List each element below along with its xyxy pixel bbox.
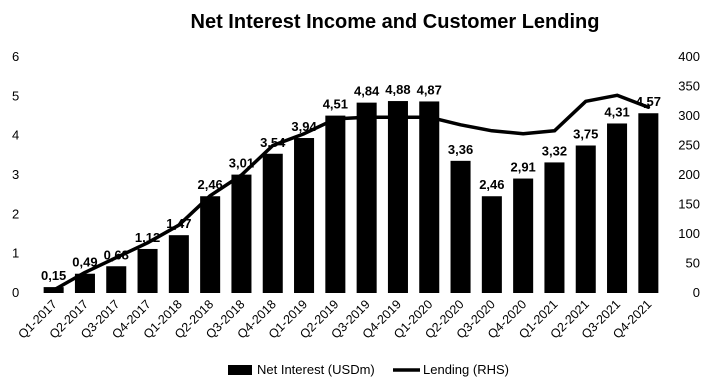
bar-data-label: 0,15 — [41, 268, 66, 283]
bar — [481, 196, 502, 293]
bar-data-label: 4,84 — [354, 84, 380, 99]
legend-line-label: Lending (RHS) — [423, 362, 509, 377]
bar — [513, 178, 534, 293]
legend-bar-label: Net Interest (USDm) — [257, 362, 375, 377]
bar — [450, 160, 471, 293]
bar — [607, 123, 628, 294]
bar-data-label: 2,46 — [479, 177, 504, 192]
bar-data-label: 3,75 — [573, 127, 598, 142]
chart-title: Net Interest Income and Customer Lending — [191, 11, 600, 33]
bar — [74, 273, 95, 293]
bar-data-label: 3,36 — [448, 142, 473, 157]
bar-data-label: 3,32 — [542, 143, 567, 158]
bar — [137, 248, 158, 293]
line-series — [51, 93, 651, 292]
bar-data-label: 2,46 — [197, 177, 222, 192]
bar — [544, 162, 565, 293]
right-axis: 0 50 100 150 200 250 300 350 400 — [678, 49, 700, 300]
bar-data-label: 3,54 — [260, 135, 286, 150]
bar-data-labels: 0,150,49 0,681,121,472,463,013,543,944,51… — [41, 82, 661, 283]
left-tick-label: 2 — [12, 206, 19, 221]
bar — [262, 153, 283, 293]
left-axis: 0 1 2 3 4 5 6 — [12, 49, 19, 300]
right-tick-label: 200 — [678, 167, 700, 182]
bar — [294, 138, 315, 293]
right-tick-label: 250 — [678, 138, 700, 153]
bar-data-label: 4,51 — [323, 97, 348, 112]
left-tick-label: 1 — [12, 246, 19, 261]
bar — [638, 113, 659, 293]
bar-series — [43, 101, 659, 294]
right-tick-label: 150 — [678, 197, 700, 212]
bar — [231, 174, 252, 293]
bar — [575, 145, 596, 293]
left-tick-label: 6 — [12, 49, 19, 64]
category-axis: Q1-2017Q2-2017Q3-2017Q4-2017Q1-2018Q2-20… — [15, 297, 654, 341]
bar-data-label: 0,49 — [72, 255, 97, 270]
left-tick-label: 0 — [12, 285, 19, 300]
bar — [106, 266, 127, 293]
legend-bar-swatch — [228, 365, 252, 375]
bar — [419, 101, 440, 294]
left-tick-label: 5 — [12, 88, 19, 103]
right-tick-label: 400 — [678, 49, 700, 64]
bar-data-label: 0,68 — [104, 247, 129, 262]
right-tick-label: 100 — [678, 226, 700, 241]
legend: Net Interest (USDm) Lending (RHS) — [228, 362, 509, 377]
bar — [200, 196, 221, 293]
left-tick-label: 4 — [12, 128, 19, 143]
bar-data-label: 2,91 — [510, 160, 535, 175]
bar — [356, 102, 377, 293]
right-tick-label: 300 — [678, 108, 700, 123]
bar — [387, 101, 408, 293]
bar-data-label: 4,31 — [604, 104, 629, 119]
right-tick-label: 0 — [693, 285, 700, 300]
right-tick-label: 350 — [678, 79, 700, 94]
lending-line — [51, 93, 651, 292]
bar-data-label: 4,88 — [385, 82, 410, 97]
bar — [325, 115, 346, 294]
bar — [168, 235, 189, 293]
right-tick-label: 50 — [686, 256, 700, 271]
bar-data-label: 4,87 — [417, 82, 442, 97]
left-tick-label: 3 — [12, 167, 19, 182]
